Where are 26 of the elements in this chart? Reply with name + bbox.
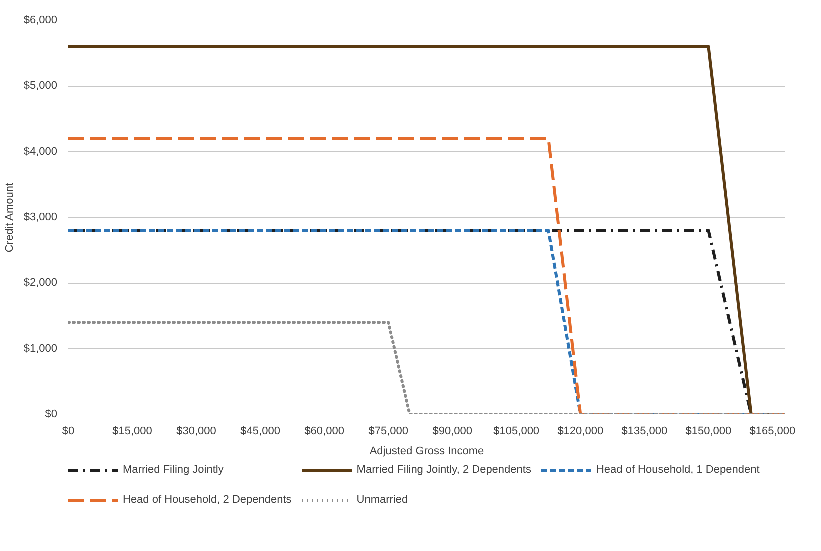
x-tick-label: $165,000 [750, 426, 796, 438]
y-tick-label: $3,000 [24, 212, 58, 224]
x-tick-label: $150,000 [686, 426, 732, 438]
x-tick-label: $30,000 [176, 426, 216, 438]
y-tick-label: $0 [45, 408, 58, 420]
x-tick-label: $0 [62, 426, 75, 438]
legend-label: Unmarried [356, 494, 408, 506]
x-tick-label: $60,000 [304, 426, 344, 438]
y-tick-label: $2,000 [24, 277, 58, 290]
x-tick-label: $15,000 [112, 426, 152, 438]
x-tick-label: $120,000 [558, 426, 604, 438]
y-tick-label: $6,000 [24, 14, 58, 26]
legend-label: Head of Household, 2 Dependents [123, 494, 292, 506]
legend-label: Head of Household, 1 Dependent [596, 464, 760, 476]
y-tick-label: $4,000 [24, 146, 58, 158]
legend-label: Married Filing Jointly, 2 Dependents [356, 464, 532, 476]
x-tick-label: $105,000 [494, 426, 540, 438]
legend-label: Married Filing Jointly [123, 464, 224, 476]
x-tick-label: $135,000 [622, 426, 668, 438]
y-axis-title: Credit Amount [4, 182, 16, 253]
x-axis-title: Adjusted Gross Income [370, 446, 484, 458]
x-tick-label: $75,000 [368, 426, 408, 438]
x-tick-label: $45,000 [240, 426, 280, 438]
x-tick-label: $90,000 [432, 426, 472, 438]
y-tick-label: $1,000 [24, 342, 58, 355]
y-tick-label: $5,000 [24, 80, 58, 92]
